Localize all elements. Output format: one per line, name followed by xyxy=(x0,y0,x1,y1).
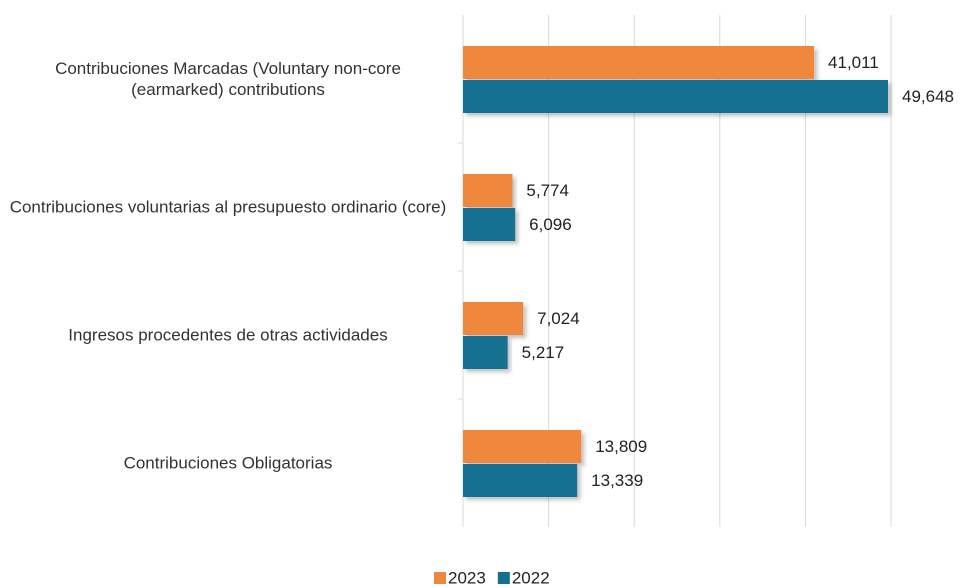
bar xyxy=(463,208,516,241)
bar xyxy=(463,80,888,113)
legend-label: 2022 xyxy=(512,568,550,587)
bar xyxy=(463,46,815,79)
bar xyxy=(463,302,524,335)
bar xyxy=(463,336,508,369)
value-label: 5,774 xyxy=(526,181,569,200)
value-label: 49,648 xyxy=(902,87,954,106)
legend-swatch xyxy=(434,572,446,584)
value-label: 6,096 xyxy=(529,215,572,234)
value-label: 13,809 xyxy=(595,437,647,456)
category-label: Contribuciones Obligatorias xyxy=(123,453,333,473)
category-label: Ingresos procedentes de otras actividade… xyxy=(68,325,388,345)
category-label: Contribuciones voluntarias al presupuest… xyxy=(9,197,447,217)
category-label: Contribuciones Marcadas (Voluntary non-c… xyxy=(55,59,401,99)
value-label: 13,339 xyxy=(591,471,643,490)
legend-label: 2023 xyxy=(448,568,486,587)
value-label: 5,217 xyxy=(522,343,565,362)
bar xyxy=(463,174,513,207)
bar xyxy=(463,464,578,497)
value-label: 7,024 xyxy=(537,309,580,328)
bar xyxy=(463,430,582,463)
value-label: 41,011 xyxy=(828,53,879,72)
legend-swatch xyxy=(497,572,510,584)
